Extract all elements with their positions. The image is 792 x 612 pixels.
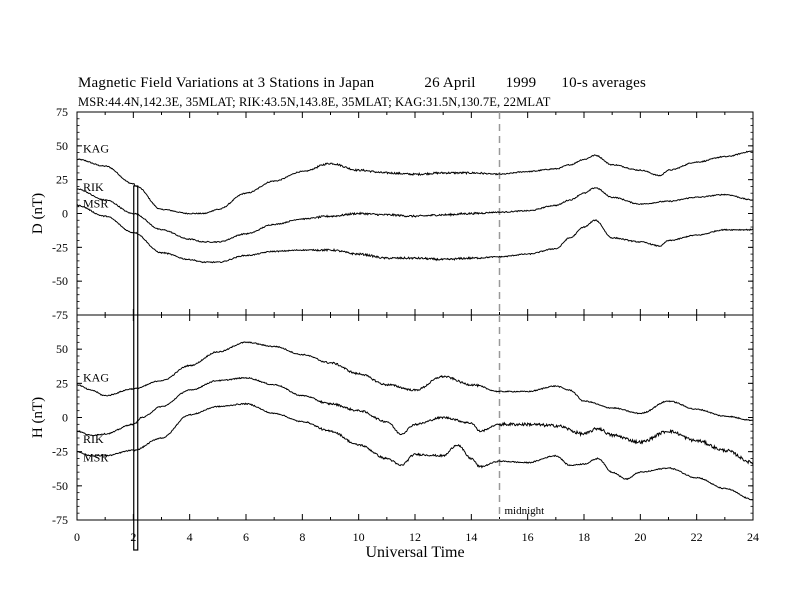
chart-title: Magnetic Field Variations at 3 Stations … xyxy=(78,75,646,92)
panel-1-ytick-label: 75 xyxy=(56,105,68,119)
xtick-label: 18 xyxy=(578,530,590,544)
panel-2-ytick-label: -25 xyxy=(52,445,68,459)
plot-frame xyxy=(76,111,754,551)
panel-2-series-kag xyxy=(76,341,753,422)
panel-1-frame xyxy=(76,111,754,316)
panel-1-ytick-label: 0 xyxy=(62,207,68,221)
series-layer xyxy=(76,150,754,501)
xtick-label: 10 xyxy=(353,530,365,544)
text-layer: 75 50 25 0 -25 -50 -75 D (nT) KAG RIK MSR 50 25 0 -25 -… xyxy=(30,105,759,561)
panel-2-ytick-label: 25 xyxy=(56,376,68,390)
xtick-label: 14 xyxy=(465,530,477,544)
panel-2-label-rik: RIK xyxy=(83,432,104,446)
panel-1-series-rik xyxy=(76,187,754,244)
midnight-annotation: midnight xyxy=(505,505,545,517)
panel-2-ylabel: H (nT) xyxy=(30,397,46,438)
panel-2-frame xyxy=(76,314,754,521)
panel-1-ytick-label: 50 xyxy=(56,139,68,153)
panel-1-ylabel: D (nT) xyxy=(30,193,46,234)
panel-1-ytick-label: 25 xyxy=(56,173,68,187)
chart-date: 26 April xyxy=(424,75,476,91)
xtick-label: 16 xyxy=(522,530,534,544)
xtick-label: 22 xyxy=(691,530,703,544)
xtick-label: 4 xyxy=(187,530,193,544)
chart-year: 1999 xyxy=(505,75,537,91)
xtick-label: 24 xyxy=(747,530,759,544)
xtick-label: 8 xyxy=(299,530,305,544)
xtick-label: 0 xyxy=(74,530,80,544)
panel-1-label-msr: MSR xyxy=(83,196,108,210)
panel-2-label-msr: MSR xyxy=(83,451,108,465)
panel-2-ytick-label: -75 xyxy=(52,513,68,527)
xtick-label: 6 xyxy=(243,530,249,544)
chart-averaging: 10-s averages xyxy=(561,75,647,91)
panel-1-ytick-label: -75 xyxy=(52,308,68,322)
panel-2-ytick-label: 0 xyxy=(62,411,68,425)
chart-subtitle: MSR:44.4N,142.3E, 35MLAT; RIK:43.5N,143.… xyxy=(78,95,551,109)
event-marker-box xyxy=(133,185,139,551)
xtick-label: 12 xyxy=(409,530,421,544)
panel-1-series-msr xyxy=(76,204,754,264)
chart-title-text: Magnetic Field Variations at 3 Stations … xyxy=(78,75,375,91)
panel-2-ytick-label: -50 xyxy=(52,479,68,493)
panel-1-ytick-label: -25 xyxy=(52,240,68,254)
panel-1-label-kag: KAG xyxy=(83,141,109,155)
panel-2-ytick-label: 50 xyxy=(56,342,68,356)
panel-1-ytick-label: -50 xyxy=(52,274,68,288)
panel-2-label-kag: KAG xyxy=(83,371,109,385)
panel-1-series-kag xyxy=(76,150,754,215)
panel-2-series-rik xyxy=(76,376,754,465)
xtick-label: 20 xyxy=(634,530,646,544)
panel-1-label-rik: RIK xyxy=(83,180,104,194)
xtick-label: 2 xyxy=(130,530,136,544)
x-axis-label: Universal Time xyxy=(365,544,464,561)
panel-2-series-msr xyxy=(76,402,754,501)
